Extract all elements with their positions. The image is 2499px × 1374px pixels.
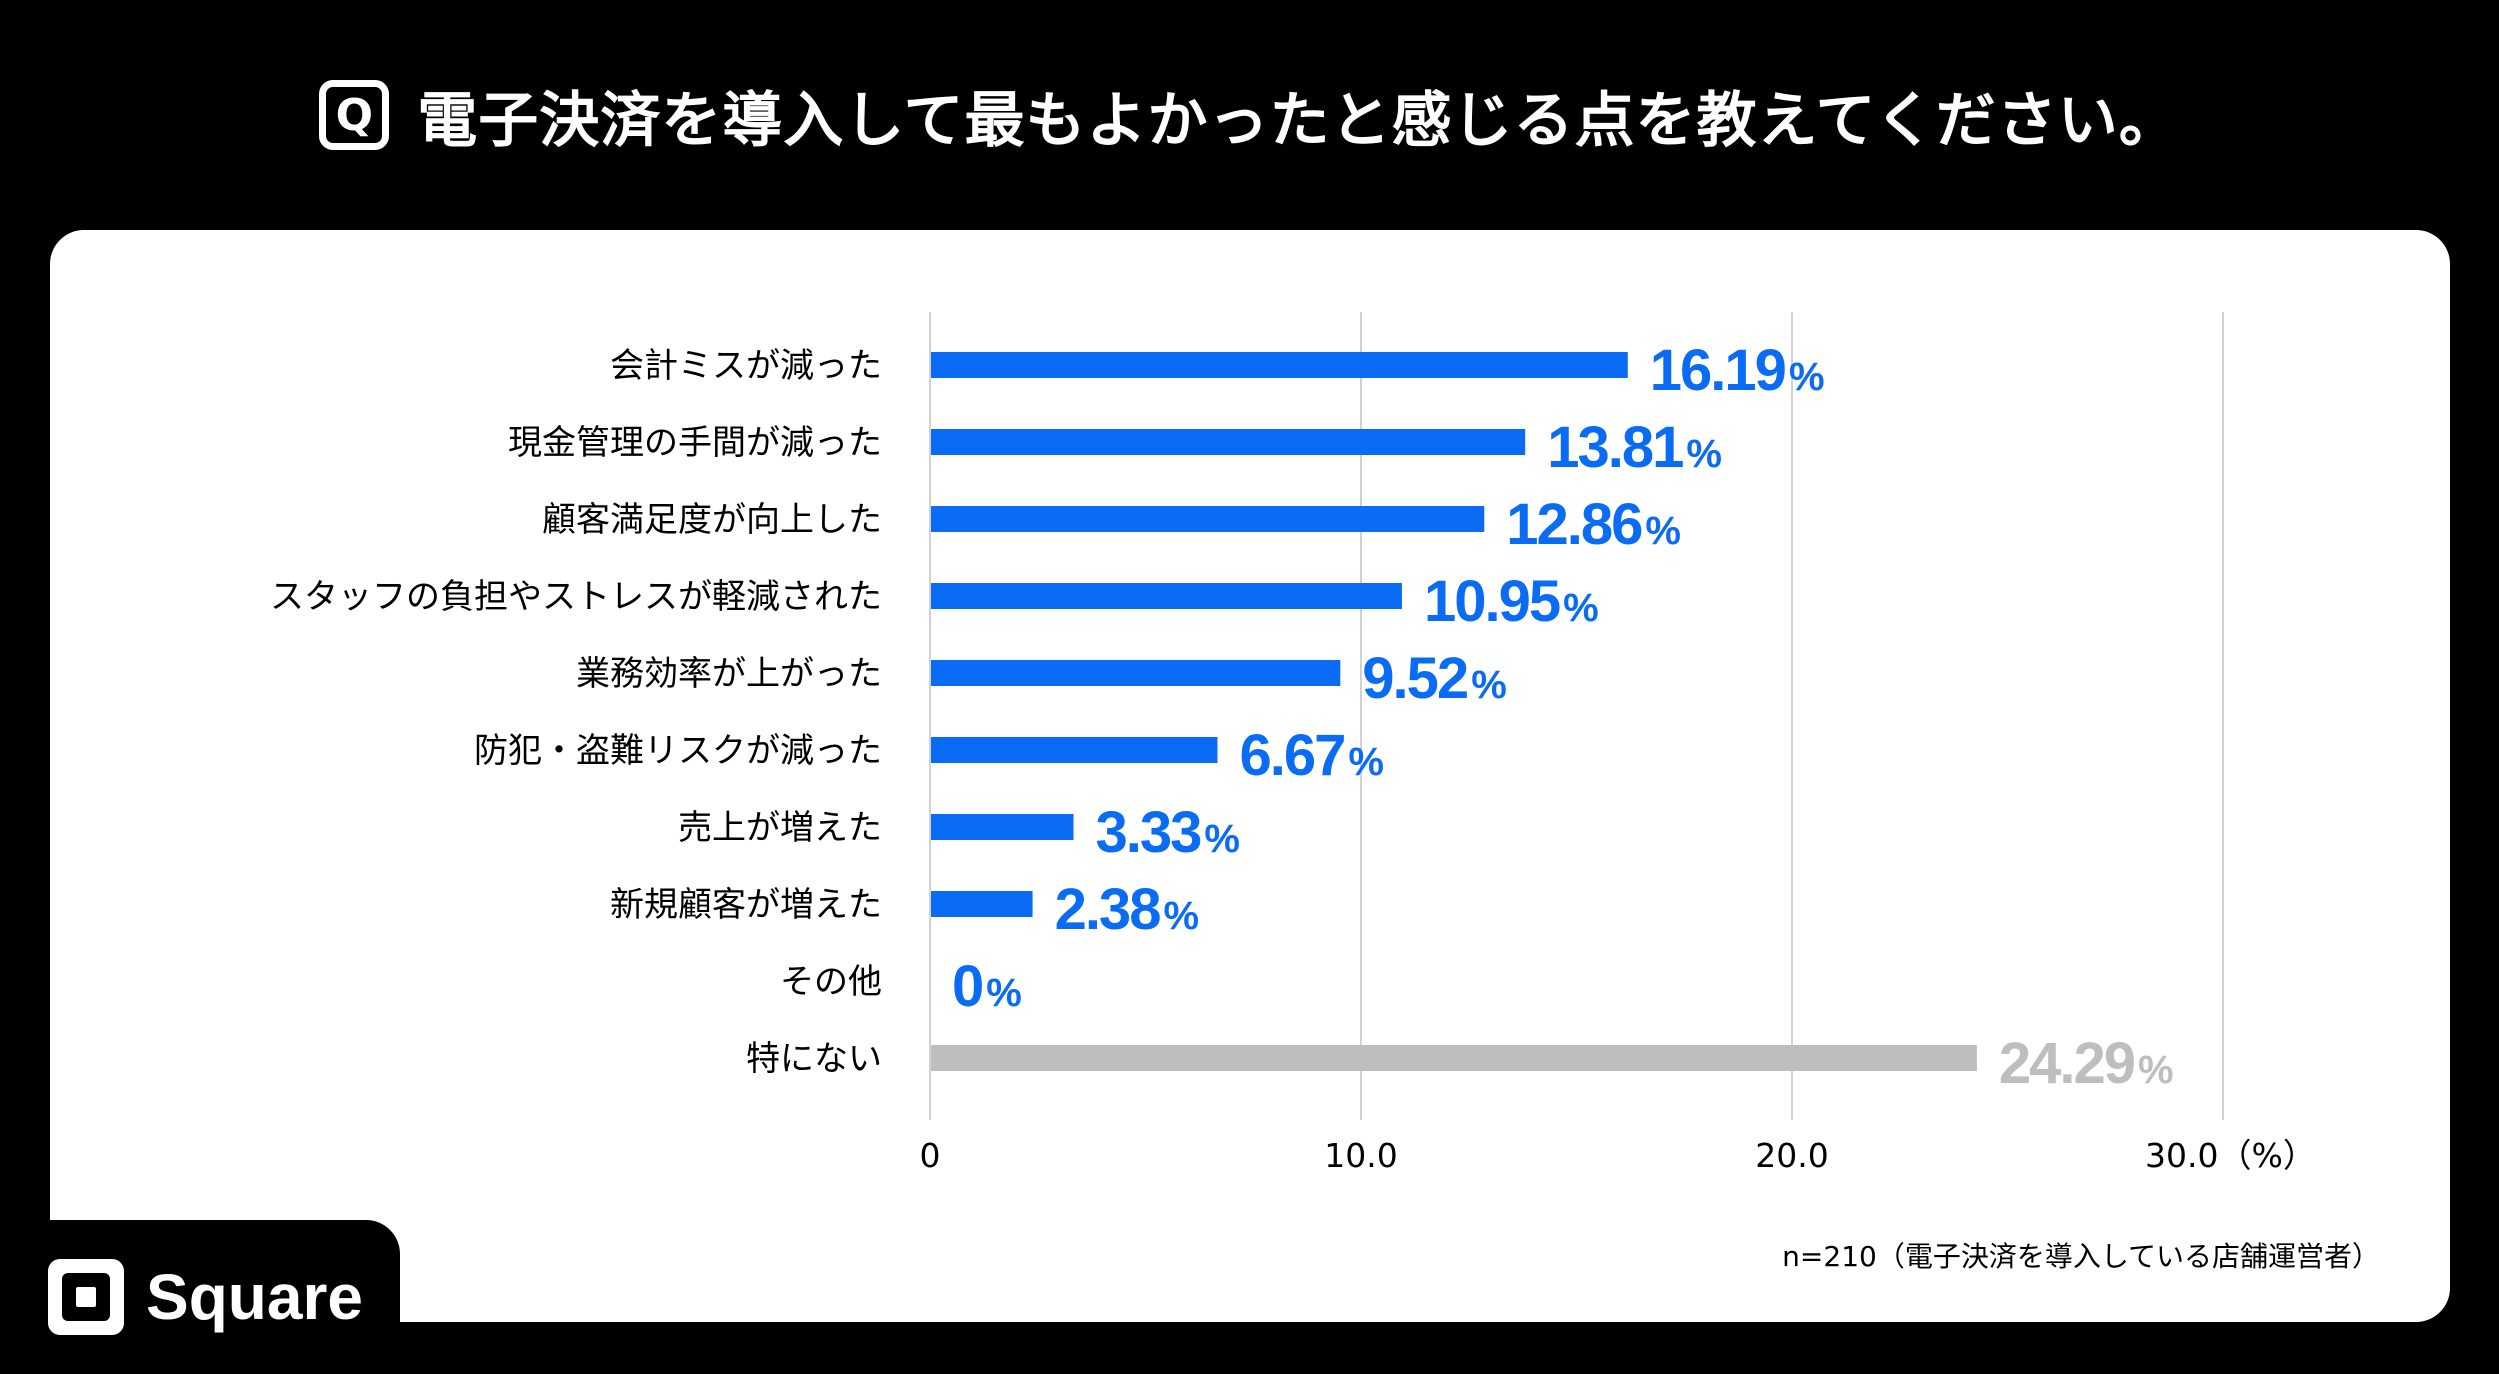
value-label-9: 24.29% xyxy=(1999,1031,2173,1096)
bar-2 xyxy=(930,506,1485,532)
x-tick-label-1: 10.0 xyxy=(1324,1136,1397,1175)
x-tick-label-0: 0 xyxy=(920,1136,941,1175)
category-label-9: 特にない xyxy=(746,1039,882,1079)
square-logo-icon xyxy=(48,1259,124,1335)
value-label-4: 9.52% xyxy=(1362,646,1506,711)
bar-3 xyxy=(930,583,1402,609)
category-label-6: 売上が増えた xyxy=(678,808,882,848)
bar-5 xyxy=(930,737,1218,763)
value-label-2: 12.86% xyxy=(1506,492,1680,557)
page-title: 電子決済を導入して最もよかったと感じる点を教えてください。 xyxy=(417,85,2180,156)
bar-0 xyxy=(930,352,1628,378)
bar-1 xyxy=(930,429,1526,455)
category-label-2: 顧客満足度が向上した xyxy=(542,500,882,540)
value-label-7: 2.38% xyxy=(1055,877,1199,942)
x-tick-label-2: 20.0 xyxy=(1755,1136,1828,1175)
category-label-3: スタッフの負担やストレスが軽減された xyxy=(270,577,882,617)
brand-logo: Square xyxy=(0,1220,400,1374)
category-label-0: 会計ミスが減った xyxy=(610,346,882,386)
bar-6 xyxy=(930,814,1074,840)
value-label-1: 13.81% xyxy=(1547,415,1721,480)
chart-card: 0 10.0 20.0 30.0（%） 会計ミスが減った 16.19% 現金管理の手間が減っ… xyxy=(50,230,2450,1322)
question-icon: Q xyxy=(319,80,390,150)
value-label-8: 0% xyxy=(952,954,1021,1019)
sample-size-note: n=210（電子決済を導入している店舗運営者） xyxy=(1782,1240,2380,1273)
value-label-0: 16.19% xyxy=(1650,338,1824,403)
header: Q 電子決済を導入して最もよかったと感じる点を教えてください。 xyxy=(0,0,2499,230)
bar-9 xyxy=(930,1045,1977,1071)
value-label-6: 3.33% xyxy=(1096,800,1240,865)
value-label-3: 10.95% xyxy=(1424,569,1598,634)
category-label-5: 防犯・盗難リスクが減った xyxy=(474,731,882,771)
category-label-4: 業務効率が上がった xyxy=(576,654,882,694)
bar-4 xyxy=(930,660,1341,686)
bar-chart: 0 10.0 20.0 30.0（%） 会計ミスが減った 16.19 % 現金管理の手間が減っ… xyxy=(270,312,2316,1175)
bar-7 xyxy=(930,891,1033,917)
x-tick-label-3: 30.0（%） xyxy=(2145,1136,2316,1175)
brand-name: Square xyxy=(146,1261,363,1333)
category-label-8: その他 xyxy=(780,962,882,1002)
category-label-7: 新規顧客が増えた xyxy=(610,885,882,925)
value-label-5: 6.67% xyxy=(1239,723,1383,788)
category-label-1: 現金管理の手間が減った xyxy=(508,423,882,463)
